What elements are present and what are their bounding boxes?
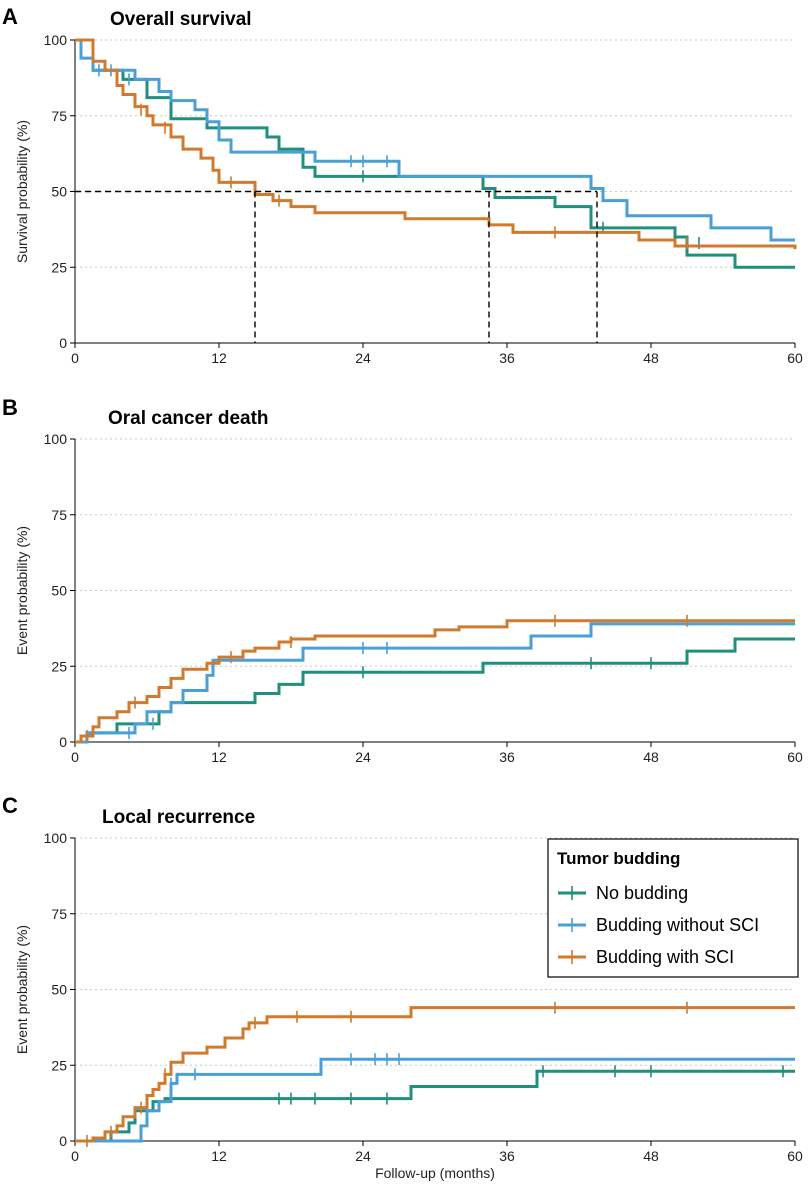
x-tick-label: 24	[355, 350, 371, 366]
y-tick-label: 100	[44, 830, 68, 846]
y-tick-label: 100	[44, 32, 68, 48]
y-tick-label: 75	[51, 507, 67, 523]
x-tick-label: 60	[787, 749, 803, 765]
x-tick-label: 36	[499, 350, 515, 366]
x-tick-label: 48	[643, 749, 659, 765]
x-tick-label: 0	[71, 350, 79, 366]
panel-title: Local recurrence	[102, 807, 255, 828]
y-tick-label: 0	[59, 335, 67, 351]
x-tick-label: 12	[211, 350, 227, 366]
x-tick-label: 48	[643, 1148, 659, 1164]
y-axis-title: Event probability (%)	[14, 526, 30, 655]
x-tick-label: 0	[71, 749, 79, 765]
y-tick-label: 25	[51, 259, 67, 275]
x-tick-label: 60	[787, 350, 803, 366]
panel-letter: C	[2, 793, 18, 818]
x-tick-label: 12	[211, 1148, 227, 1164]
series-line-no-budding	[75, 38, 795, 269]
y-tick-label: 0	[59, 1133, 67, 1149]
x-tick-label: 36	[499, 749, 515, 765]
x-tick-label: 0	[71, 1148, 79, 1164]
panel-letter: A	[2, 4, 18, 29]
legend-title: Tumor budding	[557, 849, 680, 868]
panel-title: Oral cancer death	[108, 408, 269, 429]
y-axis-title: Survival probability (%)	[14, 120, 30, 263]
y-tick-label: 75	[51, 108, 67, 124]
series-line-no-budding	[75, 1069, 795, 1143]
y-tick-label: 50	[51, 184, 67, 200]
y-tick-label: 75	[51, 906, 67, 922]
legend-box	[547, 838, 799, 978]
y-tick-label: 100	[44, 431, 68, 447]
legend-label: Budding with SCI	[596, 947, 734, 967]
x-tick-label: 36	[499, 1148, 515, 1164]
panel-letter: B	[2, 395, 18, 420]
y-tick-label: 25	[51, 658, 67, 674]
y-tick-label: 50	[51, 583, 67, 599]
series-line-no-budding	[75, 637, 795, 744]
y-axis-title: Event probability (%)	[14, 925, 30, 1054]
series-line-budding-without-sci	[75, 1057, 795, 1143]
panel-c: C Local recurrence 0 25 50 75 100 0 12 24 36 48 60 Ev…	[2, 793, 803, 1181]
y-tick-label: 0	[59, 734, 67, 750]
series-line-budding-without-sci	[75, 622, 795, 744]
panel-a: A Overall survival 0 25 50 75 100 0 12 24 36 48 60 Su…	[2, 4, 803, 366]
panel-title: Overall survival	[110, 9, 252, 30]
x-tick-label: 24	[355, 1148, 371, 1164]
legend: Tumor budding No budding Budding without S…	[547, 838, 799, 978]
x-axis-title: Follow-up (months)	[375, 1165, 495, 1181]
panel-b: B Oral cancer death 0 25 50 75 100 0 12 24 36 48 60 E…	[2, 395, 803, 765]
series-line-budding-without-sci	[75, 38, 795, 242]
x-tick-label: 48	[643, 350, 659, 366]
y-tick-label: 25	[51, 1057, 67, 1073]
legend-label: No budding	[596, 883, 688, 903]
y-tick-label: 50	[51, 982, 67, 998]
x-tick-label: 60	[787, 1148, 803, 1164]
series-line-budding-with-sci	[75, 619, 795, 744]
x-tick-label: 12	[211, 749, 227, 765]
series-line-budding-with-sci	[75, 38, 797, 250]
x-tick-label: 24	[355, 749, 371, 765]
legend-label: Budding without SCI	[596, 915, 759, 935]
